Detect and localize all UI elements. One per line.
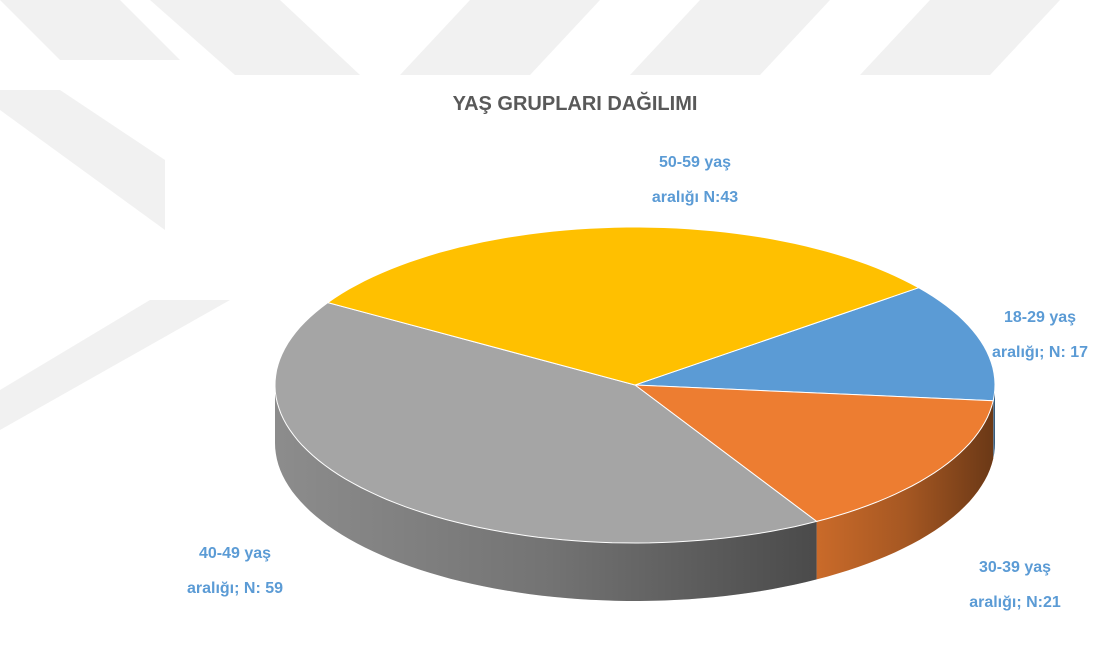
slice [633,384,994,522]
data-label: aralığı N:43 [652,189,738,206]
data-label: aralığı; N:21 [969,594,1061,611]
chart-title: YAŞ GRUPLARI DAĞILIMI [453,91,698,115]
data-label: 40-49 yaş [199,545,271,562]
slice-side-shade [275,385,817,601]
data-label: 50-59 yaş [659,154,731,171]
slice-side-shade [993,385,995,459]
data-label: 30-39 yaş [979,559,1051,576]
slice [326,226,920,386]
data-label: aralığı; N: 17 [992,344,1088,361]
data-label: aralığı; N: 59 [187,580,283,597]
slice [634,287,996,402]
pie [274,226,996,601]
watermark [0,0,1060,430]
slice [274,302,818,544]
data-label: 18-29 yaş [1004,309,1076,326]
labels: 18-29 yaş aralığı; N: 17 30-39 yaş aralığı;… [187,154,1088,611]
